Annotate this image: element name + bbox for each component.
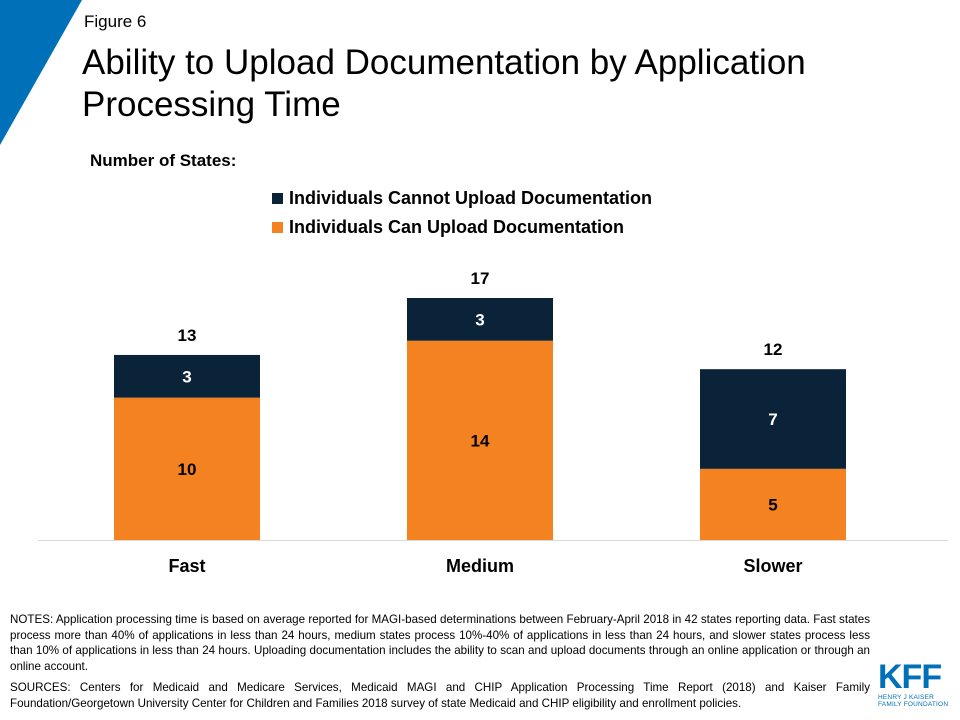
bar-slower-series-1 <box>700 369 846 469</box>
kff-logo: KFF HENRY J KAISER FAMILY FOUNDATION <box>878 660 952 708</box>
y-axis-label: Number of States: <box>90 151 237 170</box>
corner-accent <box>0 0 82 145</box>
figure-label: Figure 6 <box>84 12 147 31</box>
legend: Individuals Cannot Upload Documentation … <box>272 184 652 242</box>
data-label-slower-series-0: 5 <box>768 495 777 514</box>
kff-logo-mark: KFF <box>878 658 942 696</box>
data-label-medium-series-0: 14 <box>471 431 490 450</box>
legend-swatch-can-upload <box>272 222 283 233</box>
legend-label-can-upload: Individuals Can Upload Documentation <box>289 217 625 237</box>
kff-logo-line2: FAMILY FOUNDATION <box>878 701 949 708</box>
kff-logo-line1: HENRY J KAISER <box>878 694 935 701</box>
data-label-fast-series-1: 3 <box>182 367 191 386</box>
total-label-fast: 13 <box>178 326 197 345</box>
bar-slower-series-0 <box>700 468 846 540</box>
bar-medium-series-0 <box>407 340 553 540</box>
data-label-slower-series-1: 7 <box>768 410 777 429</box>
stacked-bar-chart: 10 3 13 Fast 14 3 17 Medium 5 7 12 Slower <box>38 269 948 576</box>
data-label-medium-series-1: 3 <box>475 310 484 329</box>
x-tick-label-medium: Medium <box>446 556 514 576</box>
legend-item-can-upload: Individuals Can Upload Documentation <box>272 213 652 242</box>
data-label-fast-series-0: 10 <box>178 460 197 479</box>
legend-item-cannot-upload: Individuals Cannot Upload Documentation <box>272 184 652 213</box>
sources-text: SOURCES: Centers for Medicaid and Medica… <box>10 681 870 710</box>
legend-swatch-cannot-upload <box>272 193 283 204</box>
x-tick-label-fast: Fast <box>168 556 205 576</box>
bar-fast-series-0 <box>114 397 260 540</box>
bar-medium-series-1 <box>407 298 553 341</box>
bar-fast-series-1 <box>114 354 260 398</box>
notes-text: NOTES: Application processing time is ba… <box>10 613 870 673</box>
total-label-slower: 12 <box>764 340 783 359</box>
legend-label-cannot-upload: Individuals Cannot Upload Documentation <box>289 188 653 208</box>
x-tick-label-slower: Slower <box>743 556 802 576</box>
total-label-medium: 17 <box>471 269 490 288</box>
chart-title: Ability to Upload Documentation by Appli… <box>82 43 806 124</box>
